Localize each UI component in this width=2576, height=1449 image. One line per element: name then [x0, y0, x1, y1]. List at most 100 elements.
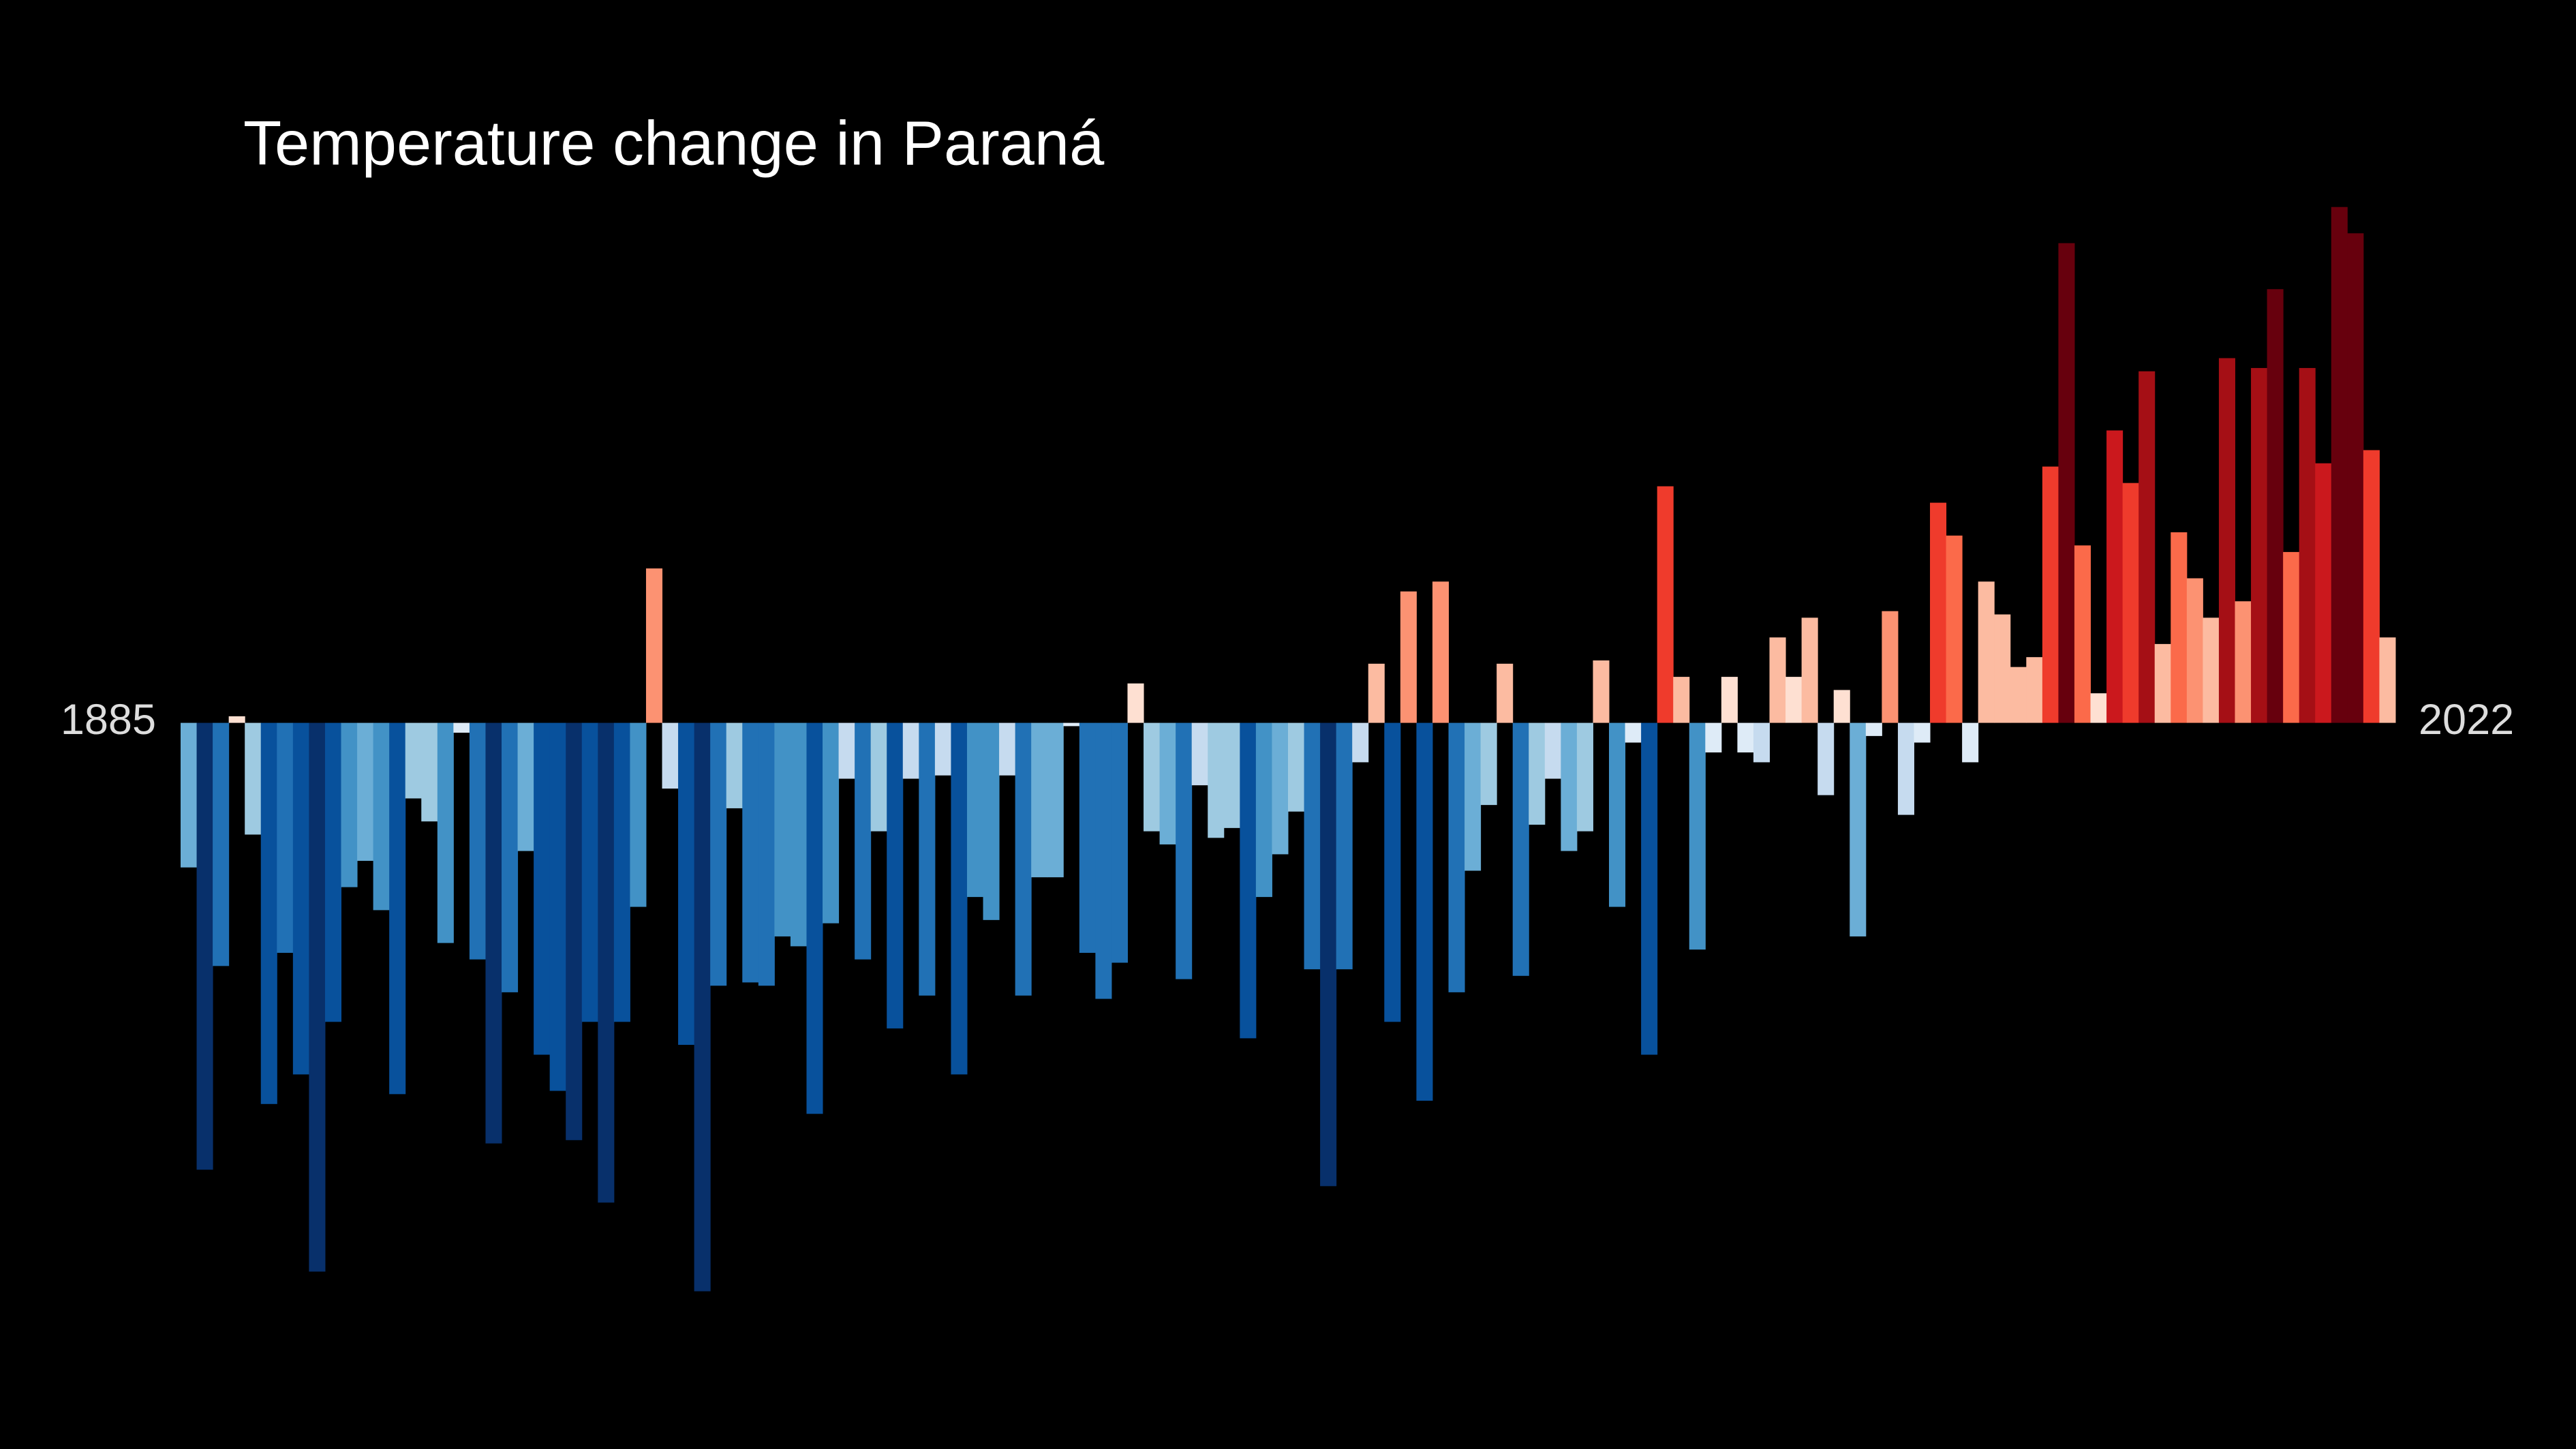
bar — [1914, 722, 1931, 743]
bar — [1930, 502, 1947, 723]
bar — [2154, 643, 2171, 723]
bar — [2074, 545, 2091, 723]
bar — [245, 722, 262, 835]
bar — [2106, 430, 2123, 723]
bar — [485, 722, 502, 1144]
bar — [966, 722, 984, 898]
bar — [645, 568, 663, 723]
bar — [613, 722, 630, 1022]
bar — [181, 722, 198, 868]
bar — [2042, 466, 2059, 723]
bar — [2171, 532, 2188, 723]
bar — [2186, 578, 2203, 723]
bar — [806, 722, 823, 1114]
bar — [405, 722, 422, 799]
bar — [726, 722, 743, 808]
bar — [1031, 722, 1048, 878]
bar — [2299, 367, 2316, 723]
bar — [292, 722, 309, 1075]
bar — [774, 722, 791, 936]
bar — [469, 722, 486, 960]
bar — [1079, 722, 1096, 954]
bar — [630, 722, 647, 907]
bar — [1576, 722, 1593, 832]
bar — [534, 722, 551, 1055]
bar — [2026, 657, 2043, 723]
bar — [1047, 722, 1064, 878]
bar — [1111, 722, 1128, 963]
bar — [1416, 722, 1433, 1101]
bar — [1801, 617, 1818, 723]
bar — [1368, 663, 1385, 723]
bar — [1015, 722, 1032, 996]
bar — [1497, 663, 1514, 723]
bar — [1946, 535, 1963, 723]
bar — [1144, 722, 1161, 832]
bar — [790, 722, 807, 947]
bar — [919, 722, 936, 996]
bar — [1882, 611, 1899, 723]
bar — [1641, 722, 1658, 1055]
bar — [566, 722, 583, 1140]
bar — [277, 722, 294, 954]
bar — [2315, 463, 2332, 723]
bar — [1480, 722, 1497, 806]
bar — [1994, 614, 2011, 723]
bar — [324, 722, 342, 1022]
bar — [902, 722, 919, 779]
bar — [710, 722, 727, 986]
bar — [1897, 722, 1914, 815]
bar — [1272, 722, 1289, 855]
bar — [1609, 722, 1626, 907]
bar — [1978, 581, 1995, 723]
bar — [437, 722, 454, 943]
bar — [1593, 660, 1610, 723]
bar — [1465, 722, 1482, 871]
bar — [1769, 637, 1786, 723]
bar — [1191, 722, 1208, 786]
bar — [2379, 637, 2396, 723]
bar — [2331, 207, 2348, 723]
bar — [1865, 722, 1882, 736]
bar — [1384, 722, 1401, 1022]
x-tick-label: 1885 — [61, 696, 156, 744]
bar — [1208, 722, 1225, 838]
bar — [999, 722, 1016, 776]
bar — [2203, 617, 2220, 723]
bar — [1737, 722, 1754, 752]
bar — [517, 722, 534, 851]
bar — [309, 722, 326, 1272]
bar — [887, 722, 904, 1028]
bar — [1625, 722, 1642, 743]
bar — [2283, 551, 2300, 723]
bar — [2058, 243, 2075, 723]
bar — [1561, 722, 1578, 851]
bar — [1288, 722, 1305, 812]
bar — [1657, 486, 1674, 723]
bar — [758, 722, 775, 986]
bar — [1448, 722, 1465, 992]
bar — [1850, 722, 1867, 936]
bar — [2347, 233, 2364, 723]
bar — [1159, 722, 1176, 844]
bar — [581, 722, 598, 1022]
bar — [951, 722, 968, 1075]
bar — [2235, 601, 2252, 723]
bar — [2122, 483, 2139, 723]
bar — [598, 722, 615, 1203]
bar — [855, 722, 872, 960]
bar — [1962, 722, 1979, 763]
bar — [934, 722, 951, 776]
bar — [2138, 371, 2156, 723]
bar — [838, 722, 855, 779]
bar — [1223, 722, 1240, 828]
bar — [662, 722, 679, 789]
bar — [2090, 693, 2107, 723]
bar — [1400, 591, 1417, 723]
bar — [742, 722, 759, 983]
bar — [870, 722, 887, 832]
bar — [1721, 677, 1738, 723]
bar — [1785, 677, 1803, 723]
bar — [1095, 722, 1112, 999]
bar — [453, 722, 470, 733]
